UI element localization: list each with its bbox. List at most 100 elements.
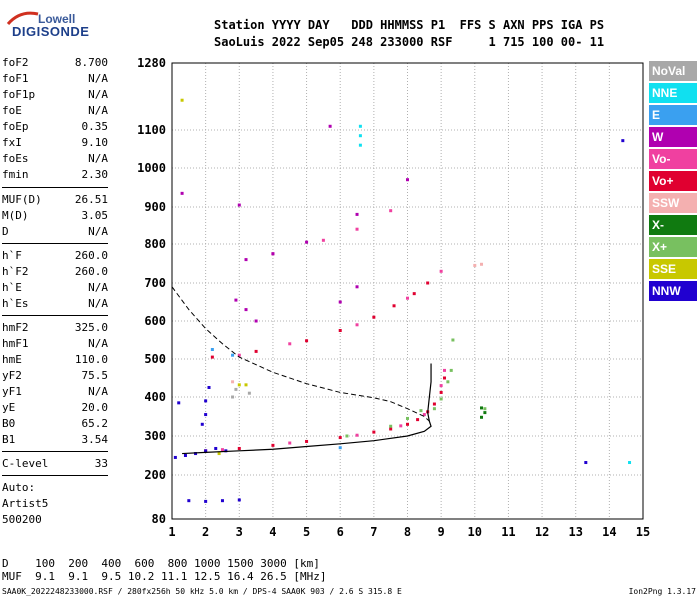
data-point	[392, 304, 396, 308]
data-point	[244, 258, 248, 262]
data-point	[439, 384, 443, 388]
data-point	[305, 339, 309, 343]
y-tick-label: 300	[144, 429, 166, 443]
x-tick-label: 3	[236, 525, 243, 539]
param-hmf2: hmF2 325.0	[2, 321, 108, 337]
param-value: N/A	[88, 337, 108, 350]
data-point	[288, 441, 292, 445]
param-name: hmF1	[2, 337, 29, 350]
data-point	[439, 390, 443, 394]
data-point	[584, 461, 588, 465]
version-label: Ion2Png 1.3.17	[628, 587, 696, 596]
data-point	[244, 383, 248, 387]
x-tick-label: 2	[202, 525, 209, 539]
data-point	[231, 353, 235, 357]
data-point	[426, 281, 430, 285]
param-name: MUF(D)	[2, 193, 42, 206]
param-value: 9.10	[81, 136, 109, 149]
y-tick-label: 600	[144, 314, 166, 328]
param-name: foF2	[2, 56, 29, 69]
x-tick-label: 5	[303, 525, 310, 539]
param-name: yF1	[2, 385, 22, 398]
data-point	[358, 124, 362, 128]
data-point	[483, 411, 487, 415]
param-value: N/A	[88, 297, 108, 310]
legend-item: Vo-	[649, 149, 697, 169]
param-value: N/A	[88, 104, 108, 117]
param-value: N/A	[88, 225, 108, 238]
data-point	[234, 387, 238, 391]
legend-item: X-	[649, 215, 697, 235]
muf-distance-row: D 100 200 400 600 800 1000 1500 3000 [km…	[2, 557, 320, 570]
data-point	[244, 308, 248, 312]
data-point	[180, 98, 184, 102]
axis-layer: 1 2 3 4 5 6 7 8 9 10 11 12 13 14 158020030040050060070…	[137, 56, 650, 539]
x-tick-label: 12	[535, 525, 549, 539]
data-point	[237, 353, 241, 357]
param-name: foEs	[2, 152, 29, 165]
header-line-1: Station YYYY DAY DDD HHMMSS P1 FFS S AXN…	[214, 18, 605, 32]
x-tick-label: 14	[602, 525, 616, 539]
param-hes: h`Es N/A	[2, 297, 108, 313]
param-name: fmin	[2, 168, 29, 181]
data-point	[412, 292, 416, 296]
y-tick-label: 80	[152, 512, 166, 526]
data-point	[338, 329, 342, 332]
param-name: foEp	[2, 120, 29, 133]
data-point	[358, 143, 362, 147]
param-fxi: fxI 9.10	[2, 136, 108, 152]
x-tick-label: 11	[501, 525, 515, 539]
data-point	[288, 342, 292, 346]
data-point	[180, 191, 184, 195]
header-line-2: SaoLuis 2022 Sep05 248 233000 RSF 1 715 …	[214, 35, 605, 49]
data-point	[200, 422, 204, 426]
legend-item: W	[649, 127, 697, 147]
param-he: h`E N/A	[2, 281, 108, 297]
param-fof1p: foF1p N/A	[2, 88, 108, 104]
param-fmin: fmin 2.30	[2, 168, 108, 184]
y-tick-label: 1280	[137, 56, 166, 70]
data-point	[237, 203, 241, 207]
data-point	[406, 178, 409, 182]
data-point	[358, 134, 362, 138]
data-point	[446, 380, 450, 384]
y-tick-label: 800	[144, 237, 166, 251]
param-value: 110.0	[74, 353, 108, 366]
data-point	[237, 498, 241, 502]
param-value: 26.51	[74, 193, 108, 206]
profile-curve-dashed	[171, 286, 430, 422]
data-point	[231, 395, 235, 399]
y-tick-label: 1100	[137, 123, 166, 137]
param-value: 2.30	[81, 168, 109, 181]
param-value: 260.0	[74, 249, 108, 262]
y-tick-label: 400	[144, 390, 166, 404]
param-c-level: C-level 33	[2, 457, 108, 473]
legend-item: E	[649, 105, 697, 125]
x-tick-label: 10	[468, 525, 482, 539]
param-foes: foEs N/A	[2, 152, 108, 168]
data-point	[406, 416, 409, 420]
data-point	[480, 262, 484, 266]
data-point	[194, 452, 198, 456]
param-name: M(D)	[2, 209, 29, 222]
param-value: 65.2	[81, 417, 109, 430]
y-tick-label: 1000	[137, 161, 166, 175]
divider	[2, 243, 108, 244]
param-foe: foE N/A	[2, 104, 108, 120]
x-tick-label: 7	[370, 525, 377, 539]
data-point	[305, 439, 309, 443]
y-tick-label: 200	[144, 468, 166, 482]
x-tick-label: 13	[568, 525, 582, 539]
param-b1: B1 3.54	[2, 433, 108, 449]
param-value: 260.0	[74, 265, 108, 278]
profile-curve	[182, 363, 432, 455]
data-point	[220, 499, 224, 503]
data-point	[443, 368, 447, 372]
legend-item: SSE	[649, 259, 697, 279]
param-name: hmE	[2, 353, 22, 366]
param-yf2: yF2 75.5	[2, 369, 108, 385]
param-value: N/A	[88, 88, 108, 101]
muf-value-row: MUF 9.1 9.1 9.5 10.2 11.1 12.5 16.4 26.5…	[2, 570, 327, 583]
data-point	[355, 212, 359, 216]
data-point	[271, 252, 275, 256]
